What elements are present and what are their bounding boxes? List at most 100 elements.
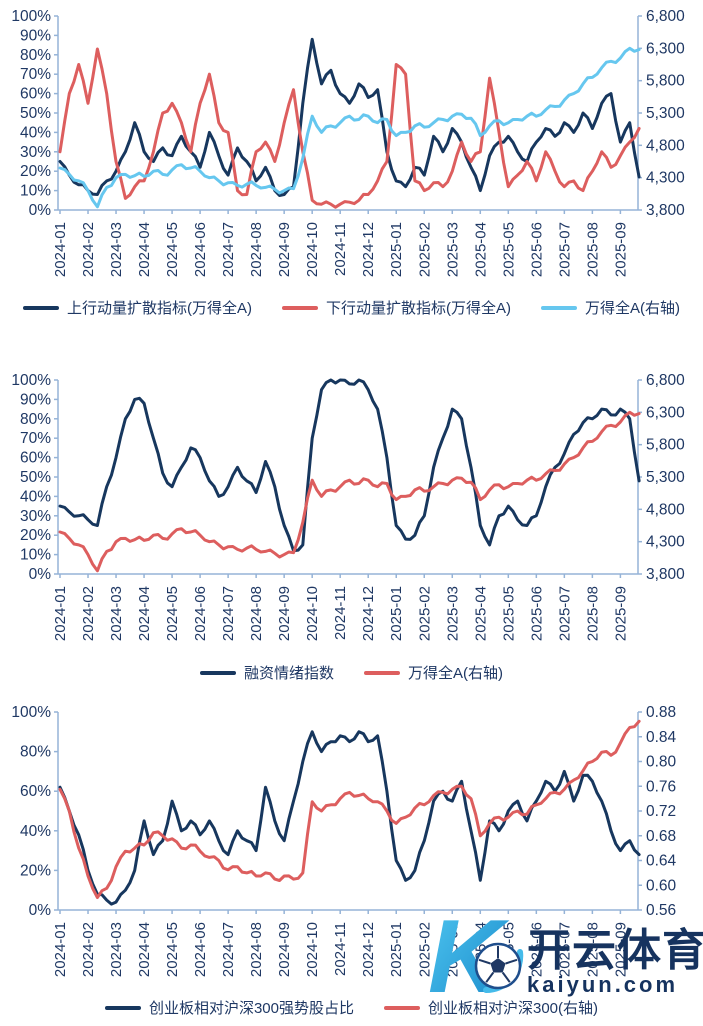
x-axis-month-label: 2025-02: [416, 922, 433, 977]
legend-label: 创业板相对沪深300(右轴): [428, 1000, 599, 1017]
legend-line-swatch: [282, 305, 318, 310]
sentiment-chart-legend: 融资情绪指数 万得全A(右轴): [0, 662, 703, 683]
x-axis-month-label: 2025-04: [472, 586, 489, 641]
x-axis-month-label: 2024-04: [136, 586, 153, 641]
x-axis-month-label: 2025-04: [472, 222, 489, 277]
right-axis-tick-label: 4,800: [646, 137, 685, 154]
x-axis-month-label: 2025-09: [612, 586, 629, 641]
left-axis-tick-label: 100%: [11, 8, 51, 25]
x-axis-month-label: 2024-08: [248, 922, 265, 977]
x-axis-month-label: 2024-02: [80, 922, 97, 977]
right-axis-tick-label: 6,800: [646, 8, 685, 25]
series-line-1: [58, 47, 641, 209]
left-axis-tick-label: 20%: [20, 163, 51, 180]
x-axis-month-label: 2025-03: [444, 586, 461, 641]
left-axis-tick-label: 90%: [20, 27, 51, 44]
series-line-0: [58, 37, 641, 197]
x-axis-month-label: 2024-11: [332, 922, 349, 976]
x-axis-month-label: 2024-08: [248, 222, 265, 277]
x-axis-month-label: 2024-05: [164, 222, 181, 277]
right-axis-tick-label: 4,800: [646, 501, 685, 518]
x-axis-month-label: 2025-09: [612, 222, 629, 277]
legend-item: 万得全A(右轴): [364, 662, 503, 683]
right-axis-tick-label: 0.88: [646, 704, 676, 721]
x-axis-month-label: 2025-08: [584, 922, 601, 977]
left-axis-tick-label: 70%: [20, 430, 51, 447]
x-axis-month-label: 2024-11: [332, 586, 349, 640]
x-axis-month-label: 2024-06: [192, 922, 209, 977]
left-axis-tick-label: 30%: [20, 508, 51, 525]
x-axis-month-label: 2025-07: [556, 586, 573, 641]
left-axis-tick-label: 80%: [20, 47, 51, 64]
left-axis-tick-label: 90%: [20, 391, 51, 408]
x-axis-month-label: 2024-10: [304, 222, 321, 277]
series-line-0: [58, 730, 641, 906]
right-axis-tick-label: 0.60: [646, 877, 677, 894]
left-axis-tick-label: 70%: [20, 66, 51, 83]
legend-item: 上行动量扩散指标(万得全A): [23, 297, 252, 318]
financing-sentiment-chart: 100% 90% 80% 70% 60% 50% 40% 30% 20% 10% 0% 6,800 6,…: [11, 372, 685, 641]
left-axis-tick-label: 100%: [11, 704, 51, 721]
legend-line-swatch: [104, 1005, 141, 1010]
x-axis-month-label: 2024-02: [80, 222, 97, 277]
x-axis-month-label: 2024-01: [52, 222, 69, 277]
legend-label: 下行动量扩散指标(万得全A): [326, 300, 511, 317]
x-axis-month-label: 2025-05: [500, 922, 517, 977]
x-axis-month-label: 2024-08: [248, 586, 265, 641]
x-axis-month-label: 2025-08: [584, 586, 601, 641]
legend-label: 万得全A(右轴): [408, 665, 503, 682]
x-axis-month-label: 2024-12: [360, 922, 377, 977]
x-axis-month-label: 2025-05: [500, 586, 517, 641]
left-axis-tick-label: 20%: [20, 527, 51, 544]
x-axis-month-label: 2025-08: [584, 222, 601, 277]
x-axis-month-label: 2025-03: [444, 222, 461, 277]
x-axis-month-label: 2024-02: [80, 586, 97, 641]
x-axis-month-label: 2024-09: [276, 586, 293, 641]
x-axis-month-label: 2024-12: [360, 586, 377, 641]
x-axis-month-label: 2025-06: [528, 922, 545, 977]
x-axis-month-label: 2024-10: [304, 922, 321, 977]
legend-item: 融资情绪指数: [199, 662, 334, 683]
x-axis-month-label: 2025-06: [528, 222, 545, 277]
legend-line-swatch: [199, 670, 236, 675]
legend-line-swatch: [384, 1005, 420, 1010]
right-axis-tick-label: 4,300: [646, 534, 685, 551]
legend-item: 万得全A(右轴): [541, 297, 680, 318]
x-axis-month-label: 2025-02: [416, 222, 433, 277]
left-axis-tick-label: 60%: [20, 783, 51, 800]
legend-item: 创业板相对沪深300强势股占比: [104, 997, 354, 1018]
x-axis-month-label: 2024-05: [164, 586, 181, 641]
right-axis-tick-label: 6,300: [646, 40, 685, 57]
x-axis-month-label: 2024-04: [136, 922, 153, 977]
legend-item: 下行动量扩散指标(万得全A): [282, 297, 511, 318]
right-axis-tick-label: 3,800: [646, 566, 685, 583]
left-axis-tick-label: 30%: [20, 144, 51, 161]
right-axis-tick-label: 4,300: [646, 170, 685, 187]
momentum-diffusion-chart: 100% 90% 80% 70% 60% 50% 40% 30% 20% 10% 0% 6,800 6,…: [11, 8, 685, 277]
x-axis-month-label: 2024-07: [220, 922, 237, 977]
right-axis-tick-label: 0.80: [646, 754, 677, 771]
left-axis-tick-label: 10%: [20, 547, 51, 564]
x-axis-month-label: 2025-06: [528, 586, 545, 641]
x-axis-month-label: 2025-02: [416, 586, 433, 641]
x-axis-month-label: 2024-09: [276, 222, 293, 277]
x-axis-month-label: 2025-07: [556, 222, 573, 277]
legend-item: 创业板相对沪深300(右轴): [384, 997, 598, 1018]
x-axis-month-label: 2025-04: [472, 922, 489, 977]
left-axis-tick-label: 80%: [20, 744, 51, 761]
left-axis-tick-label: 50%: [20, 469, 51, 486]
right-axis-tick-label: 5,300: [646, 469, 685, 486]
left-axis-tick-label: 60%: [20, 86, 51, 103]
x-axis-month-label: 2024-12: [360, 222, 377, 277]
legend-line-swatch: [23, 305, 59, 310]
right-axis-tick-label: 6,300: [646, 404, 685, 421]
left-axis-tick-label: 40%: [20, 488, 51, 505]
x-axis-month-label: 2025-01: [388, 222, 405, 277]
left-axis-tick-label: 0%: [29, 566, 52, 583]
x-axis-month-label: 2024-03: [108, 586, 125, 641]
x-axis-month-label: 2024-04: [136, 222, 153, 277]
left-axis-tick-label: 10%: [20, 183, 51, 200]
left-axis-tick-label: 0%: [29, 902, 52, 919]
right-axis-tick-label: 0.76: [646, 778, 676, 795]
